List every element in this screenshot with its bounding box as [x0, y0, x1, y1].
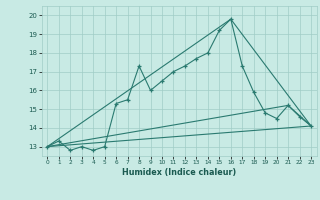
X-axis label: Humidex (Indice chaleur): Humidex (Indice chaleur): [122, 168, 236, 177]
